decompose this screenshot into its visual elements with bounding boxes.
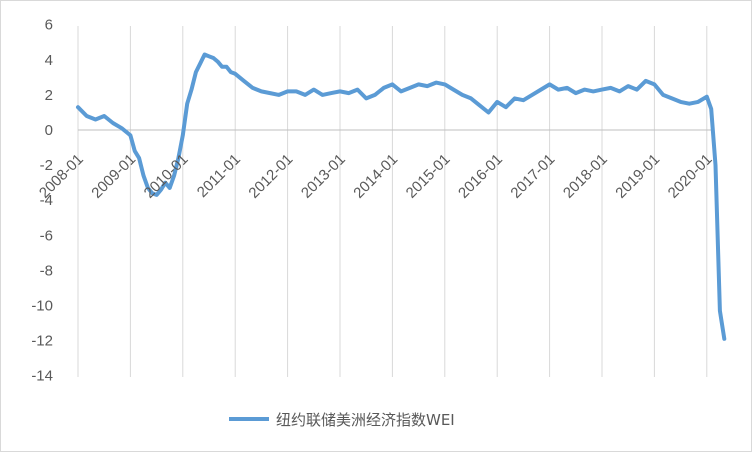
y-tick-labels: 6 4 2 0 -2 -4 -6 -8 -10 -12 -14 [31, 17, 53, 385]
y-tick-label: 6 [45, 17, 53, 34]
x-tick-label: 2019-01 [612, 151, 663, 202]
x-tick-label: 2016-01 [455, 151, 506, 202]
y-tick-label: -10 [31, 298, 53, 315]
series-line-wei [76, 52, 727, 341]
x-tick-label: 2009-01 [88, 151, 139, 202]
series-layer [76, 52, 727, 341]
y-tick-label: -2 [40, 157, 53, 174]
x-tick-label: 2018-01 [560, 151, 611, 202]
x-tick-label: 2014-01 [350, 151, 401, 202]
x-tick-label: 2011-01 [194, 151, 244, 201]
y-tick-label: 0 [45, 122, 53, 139]
y-tick-label: -14 [31, 368, 53, 385]
x-tick-label: 2010-01 [141, 151, 192, 202]
x-gridlines [77, 26, 708, 377]
x-tick-label: 2015-01 [403, 151, 454, 202]
x-tick-label: 2020-01 [665, 151, 716, 202]
x-tick-label: 2012-01 [245, 151, 296, 202]
y-tick-label: -8 [40, 262, 53, 279]
x-tick-label: 2017-01 [507, 151, 558, 202]
legend: 纽约联储美洲经济指数WEI [229, 411, 455, 429]
legend-label: 纽约联储美洲经济指数WEI [276, 411, 455, 429]
y-tick-label: -4 [40, 192, 53, 209]
y-tick-label: -6 [40, 227, 53, 244]
y-tick-label: -12 [31, 333, 53, 350]
y-tick-label: 2 [45, 87, 53, 104]
x-tick-label: 2013-01 [298, 151, 349, 202]
y-tick-label: 4 [45, 52, 53, 69]
